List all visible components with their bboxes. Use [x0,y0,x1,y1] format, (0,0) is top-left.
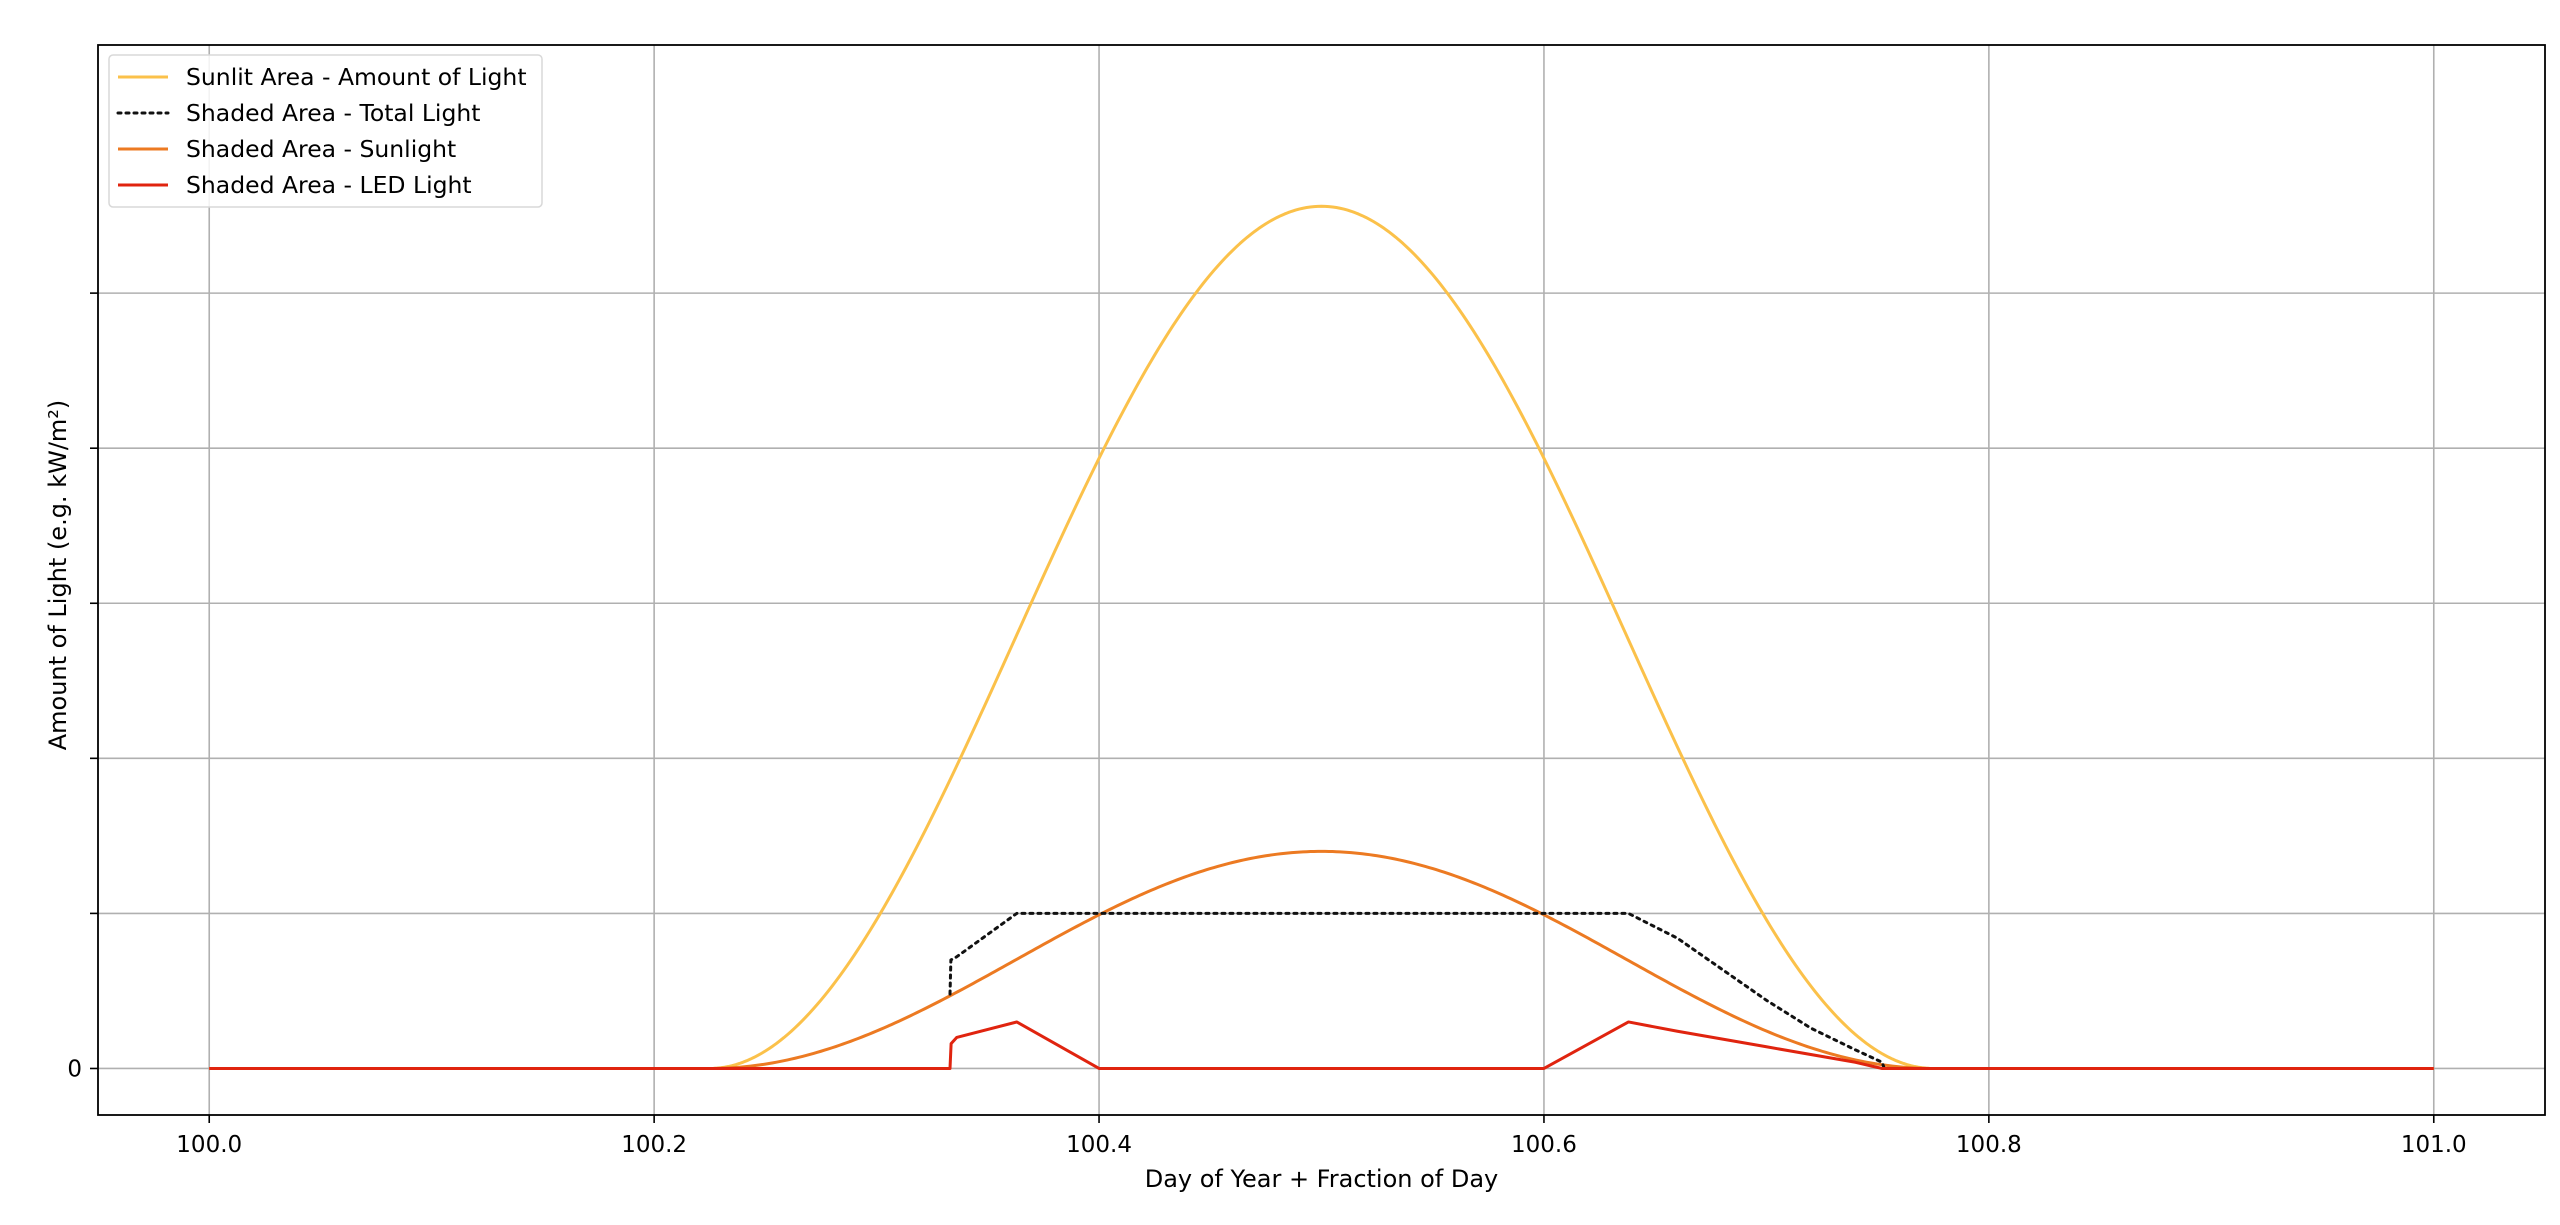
x-tick-label: 100.0 [176,1132,242,1158]
y-tick-label: 0 [67,1056,82,1082]
x-axis-label: Day of Year + Fraction of Day [1145,1165,1499,1193]
legend: Sunlit Area - Amount of Light Shaded Area… [108,54,543,208]
plot-frame [97,44,2546,1116]
series-line-3 [209,849,2434,1070]
legend-label: Shaded Area - Total Light [186,99,480,127]
series-line-4 [209,1020,2434,1070]
legend-label: Sunlit Area - Amount of Light [186,63,527,91]
x-axis: 100.0 100.2 100.4 100.6 100.8 101.0 [176,1115,2467,1158]
legend-box [108,54,543,208]
legend-label: Shaded Area - Sunlight [186,135,456,163]
y-axis-label: Amount of Light (e.g. kW/m²) [44,400,72,751]
x-tick-label: 100.8 [1956,1132,2022,1158]
x-tick-label: 101.0 [2401,1132,2467,1158]
y-axis: 0 [67,292,98,1082]
x-tick-label: 100.4 [1066,1132,1132,1158]
series-line-2 [948,911,1886,1070]
legend-label: Shaded Area - LED Light [186,171,472,199]
x-tick-label: 100.6 [1511,1132,1577,1158]
x-tick-label: 100.2 [621,1132,687,1158]
series-line-1 [209,204,2434,1070]
series-lines [209,204,2434,1070]
